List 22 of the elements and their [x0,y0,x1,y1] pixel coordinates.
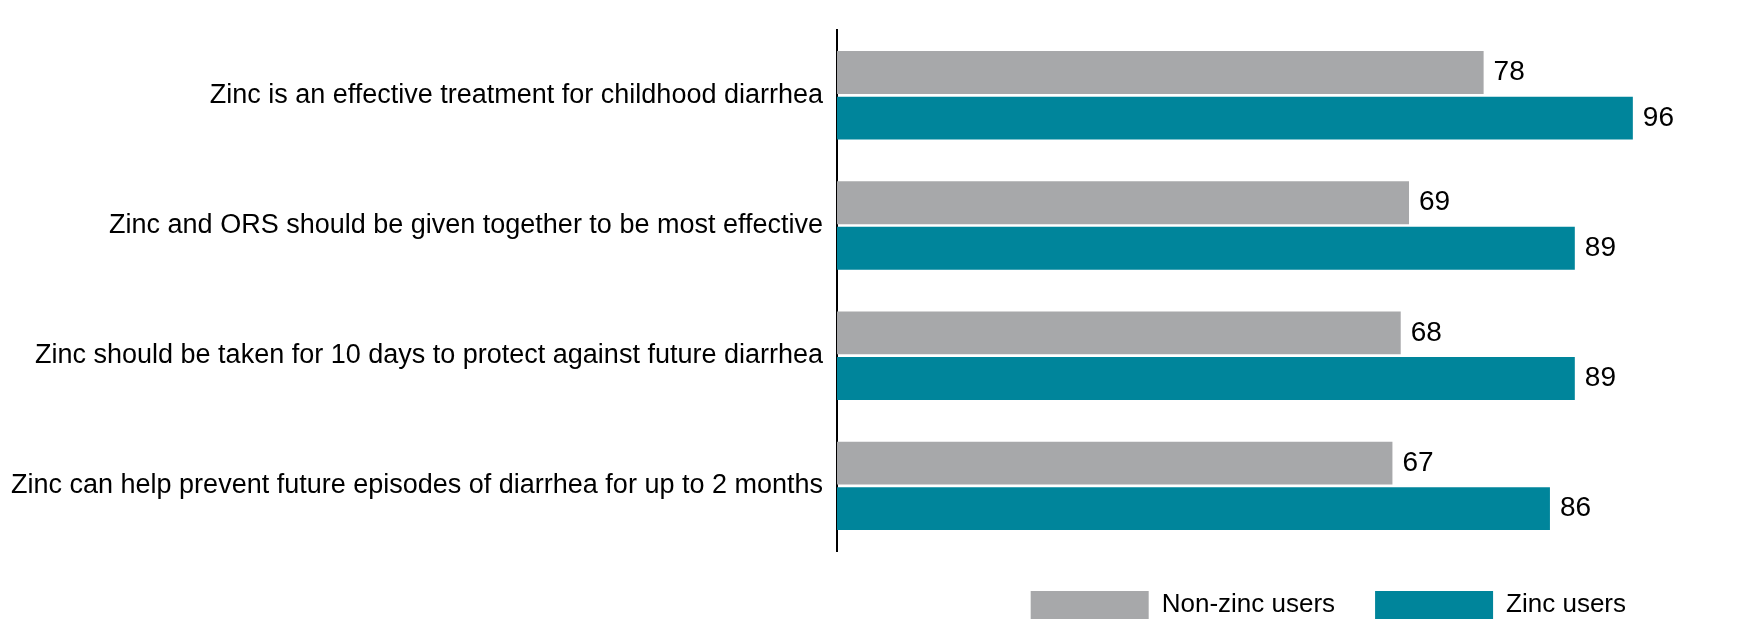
data-label: 78 [1493,55,1525,87]
data-label: 89 [1584,361,1616,393]
data-label: 86 [1559,491,1592,523]
y-tick-label: Zinc and ORS should be given together to be most effective [109,208,823,239]
data-label: 69 [1419,185,1451,217]
legend-label: Zinc users [1506,588,1626,619]
legend-label: Non-zinc users [1161,588,1336,619]
bar [837,311,1401,355]
bar [837,51,1484,94]
y-tick-label: Zinc can help prevent future episodes of diarrhea for up to 2 months [11,469,823,500]
bar [837,226,1575,270]
data-label: 89 [1584,231,1616,262]
bar [837,357,1575,400]
data-label: 68 [1410,315,1442,347]
y-tick-label: Zinc should be taken for 10 days to protect against future diarrhea [35,339,824,370]
bar [837,487,1550,531]
y-tick-label: Zinc is an effective treatment for childhood diarrhea [209,78,824,109]
bar [837,96,1633,140]
data-label: 96 [1642,100,1674,132]
bar [837,181,1410,225]
data-label: 67 [1402,445,1434,477]
bar [837,441,1393,485]
